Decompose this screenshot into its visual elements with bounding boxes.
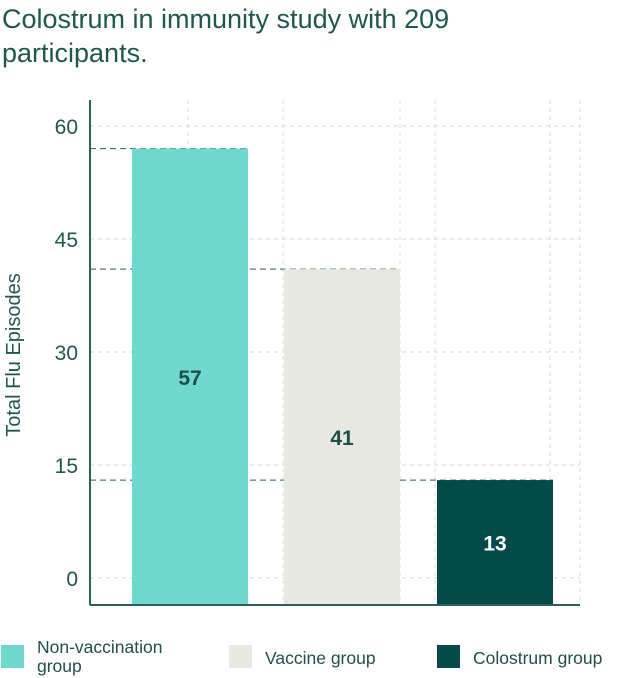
legend-swatch bbox=[1, 645, 24, 668]
bar-value-label: 41 bbox=[330, 427, 354, 450]
axes bbox=[89, 100, 580, 606]
bar-value-label: 57 bbox=[178, 367, 201, 390]
legend-label: Vaccine group bbox=[265, 648, 376, 668]
y-tick-label: 30 bbox=[55, 342, 78, 365]
legend-item-colostrum: Colostrum group bbox=[437, 638, 628, 678]
bar bbox=[284, 269, 400, 605]
y-tick-label: 45 bbox=[55, 229, 78, 252]
legend-label: Non-vaccination group bbox=[37, 637, 163, 676]
legend-swatch bbox=[229, 645, 252, 668]
legend-item-vaccine: Vaccine group bbox=[229, 638, 425, 678]
bars: 57 41 13 bbox=[132, 148, 553, 605]
bar-value-label: 13 bbox=[483, 533, 506, 556]
legend-swatch bbox=[437, 645, 460, 668]
chart-title: Colostrum in immunity study with 209 par… bbox=[2, 4, 450, 68]
bar-chart: 57 41 13 0 15 30 45 60 Total Flu Episodes bbox=[3, 100, 581, 606]
bar bbox=[437, 480, 553, 605]
legend: Non-vaccination group Vaccine group Colo… bbox=[0, 638, 628, 677]
y-tick-label: 15 bbox=[55, 455, 78, 478]
legend-label: Colostrum group bbox=[473, 648, 603, 668]
bar bbox=[132, 148, 248, 605]
y-tick-label: 60 bbox=[55, 116, 78, 139]
y-tick-label: 0 bbox=[66, 568, 78, 591]
y-axis-label: Total Flu Episodes bbox=[3, 273, 25, 436]
y-tick-labels: 0 15 30 45 60 bbox=[55, 116, 78, 591]
legend-item-non-vaccination: Non-vaccination group bbox=[1, 638, 207, 676]
